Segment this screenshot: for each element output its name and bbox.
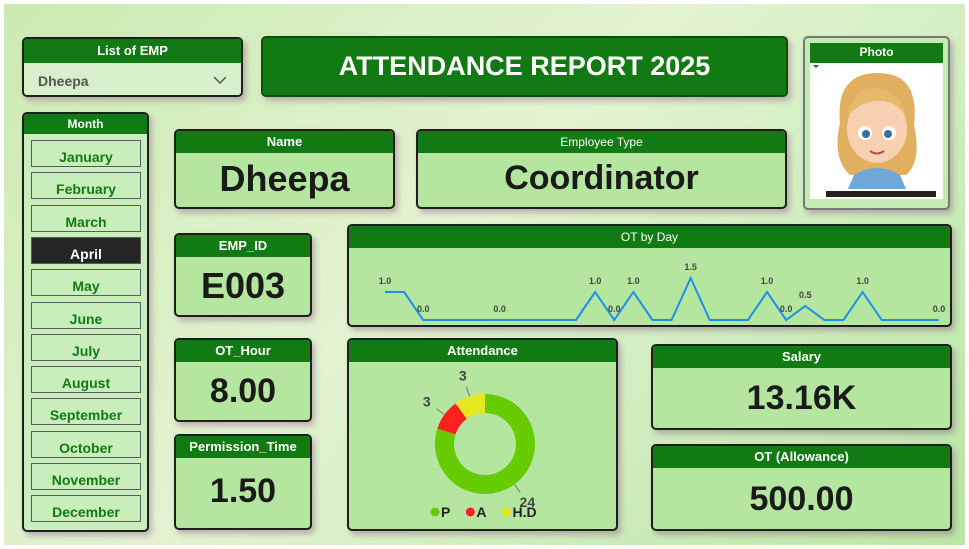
data-label: 3 <box>423 394 431 410</box>
legend-label: A <box>476 504 486 520</box>
employee-dropdown[interactable]: List of EMP Dheepa <box>22 37 243 97</box>
month-button[interactable]: November <box>31 463 141 490</box>
name-card: Name Dheepa <box>174 129 395 209</box>
photo-title: Photo <box>810 43 943 63</box>
donut-segment <box>435 394 535 494</box>
photo-panel: Photo <box>803 36 950 210</box>
photo-frame: Photo <box>810 43 943 199</box>
card-title: EMP_ID <box>176 235 310 257</box>
emp-id-card: EMP_ID E003 <box>174 233 312 317</box>
leader-line <box>436 408 445 416</box>
month-button[interactable]: October <box>31 430 141 458</box>
leader-line <box>465 386 471 397</box>
card-value: 500.00 <box>749 480 854 518</box>
month-slicer: Month January February March April May June Ju… <box>22 112 149 532</box>
leader-line <box>513 484 521 493</box>
card-value: E003 <box>200 265 286 306</box>
month-button[interactable]: September <box>31 398 141 426</box>
report-title: ATTENDANCE REPORT 2025 <box>338 51 711 81</box>
card-title: Permission_Time <box>176 436 310 458</box>
chart-title: Attendance <box>349 340 616 362</box>
chevron <box>213 76 227 85</box>
data-label: 1.0 <box>761 276 774 286</box>
legend-swatch <box>430 507 440 517</box>
ot-line <box>385 275 939 322</box>
card-title: OT (Allowance) <box>653 446 950 468</box>
dropdown-value[interactable]: Dheepa <box>24 63 241 95</box>
month-button[interactable]: July <box>31 333 141 361</box>
month-button[interactable]: May <box>31 269 141 297</box>
chart-title: OT by Day <box>349 226 950 248</box>
data-label: 0.0 <box>417 304 430 314</box>
month-button[interactable]: February <box>31 172 141 200</box>
card-value: 8.00 <box>209 372 277 410</box>
permission-card: Permission_Time 1.50 <box>174 434 312 530</box>
slicer-title: Month <box>24 114 147 134</box>
card-title: OT_Hour <box>176 340 310 362</box>
data-label: 24 <box>520 494 536 510</box>
data-label: 3 <box>459 368 467 384</box>
data-label: 1.0 <box>379 276 392 286</box>
donut-segment <box>455 394 485 419</box>
data-label: 1.0 <box>589 276 602 286</box>
legend-label: H.D <box>512 504 536 520</box>
dashboard: List of EMP Dheepa ATTENDANCE REPORT 202… <box>4 4 965 545</box>
data-label: 1.0 <box>627 276 640 286</box>
month-button[interactable]: January <box>31 140 141 167</box>
attendance-panel: Attendance 24 3 3 P A H.D <box>347 338 618 531</box>
selected-employee: Dheepa <box>38 73 89 89</box>
card-value: 1.50 <box>209 472 277 510</box>
card-value: Dheepa <box>219 158 350 199</box>
data-label: 0.0 <box>780 304 793 314</box>
salary-card: Salary 13.16K <box>651 344 952 430</box>
ot-chart-panel: OT by Day 1.0 0.0 0.0 1.0 0.0 1.0 1.5 1.0 0.0 0.5… <box>347 224 952 327</box>
line-chart: 1.0 0.0 0.0 1.0 0.0 1.0 1.5 1.0 0.0 0.5 1.0 0.0 <box>379 262 946 322</box>
data-label: 0.0 <box>933 304 946 314</box>
dropdown-title: List of EMP <box>24 39 241 63</box>
month-button[interactable]: June <box>31 301 141 329</box>
data-label: 1.0 <box>856 276 869 286</box>
month-button[interactable]: April <box>31 236 141 264</box>
card-value: Coordinator <box>504 159 699 197</box>
ot-allowance-card: OT (Allowance) 500.00 <box>651 444 952 531</box>
data-label: 0.0 <box>493 304 506 314</box>
legend-label: P <box>441 504 450 520</box>
month-button[interactable]: December <box>31 495 141 523</box>
card-title: Name <box>176 131 393 153</box>
data-label: 1.5 <box>684 262 697 272</box>
month-button[interactable]: March <box>31 204 141 232</box>
title-banner: ATTENDANCE REPORT 2025 <box>261 36 788 97</box>
avatar <box>813 65 936 197</box>
donut-segment <box>437 403 467 435</box>
legend-swatch <box>501 507 511 517</box>
data-label: 0.0 <box>608 304 621 314</box>
card-value: 13.16K <box>746 379 857 417</box>
legend-swatch <box>465 507 475 517</box>
ot-hour-card: OT_Hour 8.00 <box>174 338 312 422</box>
donut-chart: 24 3 3 P A H.D <box>423 368 537 520</box>
data-label: 0.5 <box>799 290 812 300</box>
month-button[interactable]: August <box>31 366 141 394</box>
card-title: Employee Type <box>418 131 785 153</box>
card-title: Salary <box>653 346 950 368</box>
employee-type-card: Employee Type Coordinator <box>416 129 787 209</box>
